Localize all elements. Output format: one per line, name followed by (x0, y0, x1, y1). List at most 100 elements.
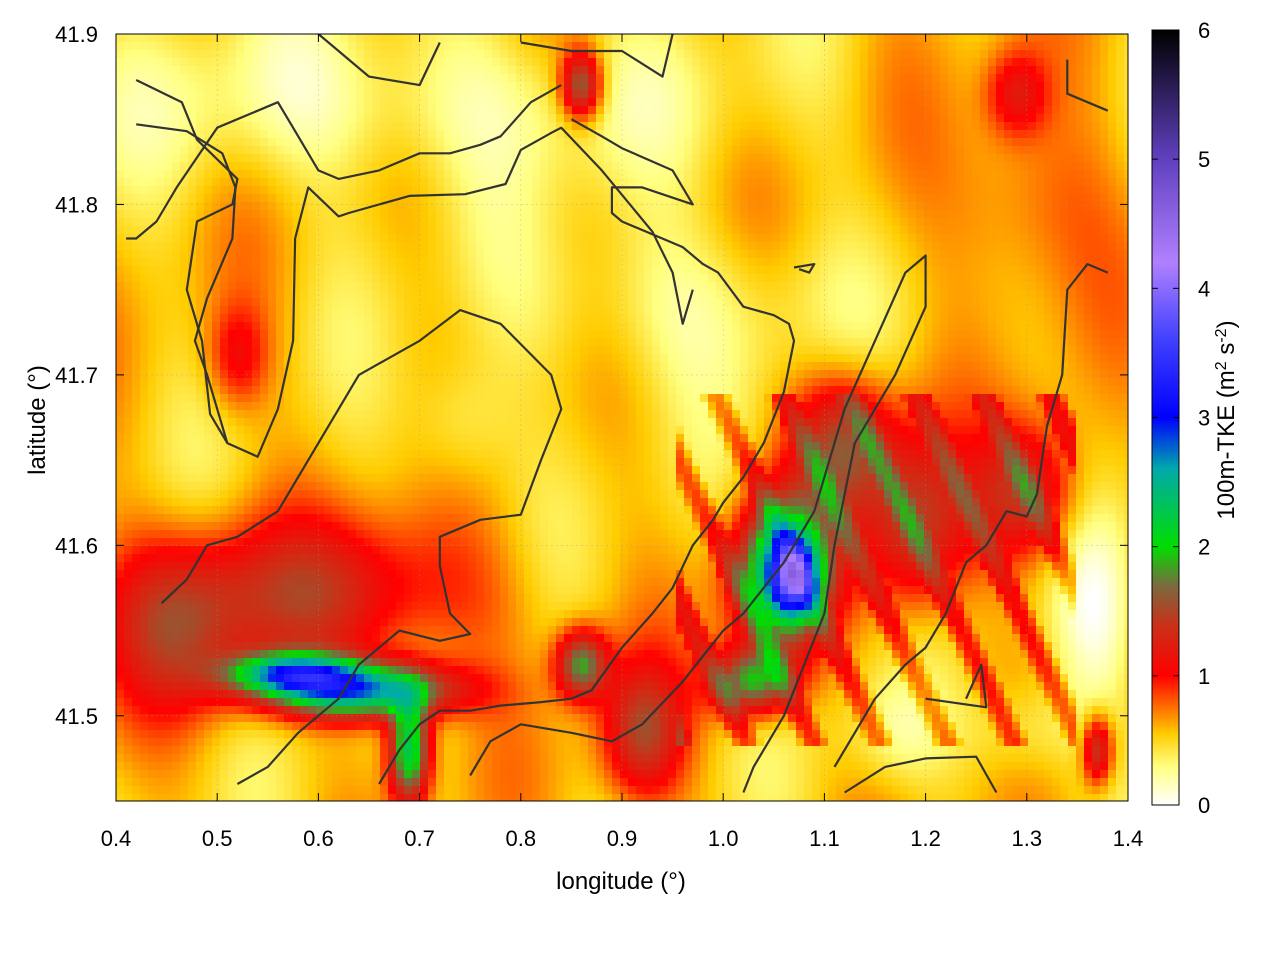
heat-cell (876, 170, 884, 178)
heat-cell (284, 66, 292, 74)
heat-cell (660, 330, 668, 338)
heat-cell (596, 162, 604, 170)
heat-cell (660, 290, 668, 298)
heat-cell (876, 90, 884, 98)
heat-cell (988, 162, 996, 170)
heat-cell (908, 90, 916, 98)
heat-cell (196, 162, 204, 170)
heat-cell (356, 58, 364, 66)
heat-cell (1084, 178, 1092, 186)
heat-cell (836, 274, 844, 282)
heat-cell (364, 314, 372, 322)
heat-cell (852, 162, 860, 170)
heat-cell (1124, 314, 1128, 322)
heat-cell (564, 258, 572, 266)
heat-cell (1012, 258, 1020, 266)
heat-cell (492, 138, 500, 146)
heat-cell (588, 250, 596, 258)
heat-cell (980, 242, 988, 250)
heat-cell (396, 162, 404, 170)
heat-cell (172, 50, 180, 58)
heat-cell (652, 322, 660, 330)
heat-cell (236, 338, 244, 346)
heat-cell (188, 50, 196, 58)
heat-cell (164, 266, 172, 274)
heat-cell (508, 234, 516, 242)
heat-cell (116, 74, 124, 82)
heat-cell (644, 50, 652, 58)
heat-cell (956, 90, 964, 98)
heat-cell (572, 186, 580, 194)
heat-cell (692, 162, 700, 170)
heat-cell (404, 106, 412, 114)
heat-cell (1124, 138, 1128, 146)
heat-cell (1044, 42, 1052, 50)
heat-cell (940, 330, 948, 338)
heat-cell (172, 98, 180, 106)
heat-cell (940, 258, 948, 266)
heat-cell (1116, 146, 1124, 154)
heat-cell (684, 50, 692, 58)
heat-cell (308, 162, 316, 170)
heat-cell (460, 90, 468, 98)
heat-cell (908, 34, 916, 42)
heat-cell (708, 274, 716, 282)
heat-cell (1036, 338, 1044, 346)
heat-cell (220, 42, 228, 50)
heat-cell (844, 338, 852, 346)
heat-cell (748, 178, 756, 186)
heat-cell (500, 306, 508, 314)
heat-cell (188, 218, 196, 226)
heat-cell (508, 242, 516, 250)
heat-cell (1036, 266, 1044, 274)
heat-cell (924, 298, 932, 306)
heat-cell (364, 330, 372, 338)
heat-cell (532, 202, 540, 210)
heat-cell (524, 194, 532, 202)
heat-cell (900, 266, 908, 274)
heat-cell (156, 90, 164, 98)
heat-cell (852, 66, 860, 74)
heat-cell (500, 50, 508, 58)
heat-cell (980, 98, 988, 106)
heat-cell (196, 242, 204, 250)
heat-cell (124, 226, 132, 234)
heat-cell (764, 306, 772, 314)
heat-cell (356, 290, 364, 298)
heat-cell (916, 258, 924, 266)
heat-cell (340, 42, 348, 50)
heat-cell (1052, 290, 1060, 298)
heat-cell (364, 146, 372, 154)
heat-cell (1044, 298, 1052, 306)
heat-cell (604, 298, 612, 306)
heat-cell (628, 282, 636, 290)
heat-cell (364, 242, 372, 250)
heat-cell (212, 66, 220, 74)
heat-cell (740, 234, 748, 242)
heat-cell (460, 306, 468, 314)
heat-cell (316, 330, 324, 338)
heat-cell (948, 130, 956, 138)
heat-cell (924, 66, 932, 74)
heat-cell (308, 322, 316, 330)
heat-cell (700, 210, 708, 218)
heat-cell (588, 162, 596, 170)
heat-cell (364, 218, 372, 226)
heat-cell (388, 130, 396, 138)
heat-cell (580, 210, 588, 218)
heat-cell (700, 138, 708, 146)
heat-cell (260, 314, 268, 322)
heat-cell (1012, 322, 1020, 330)
heat-cell (300, 274, 308, 282)
heat-cell (676, 154, 684, 162)
heat-cell (796, 154, 804, 162)
heat-cell (1068, 178, 1076, 186)
heat-cell (820, 82, 828, 90)
heat-cell (236, 58, 244, 66)
heat-cell (124, 322, 132, 330)
heat-cell (1124, 282, 1128, 290)
heat-cell (644, 322, 652, 330)
heat-cell (916, 266, 924, 274)
heat-cell (940, 178, 948, 186)
heat-cell (140, 130, 148, 138)
